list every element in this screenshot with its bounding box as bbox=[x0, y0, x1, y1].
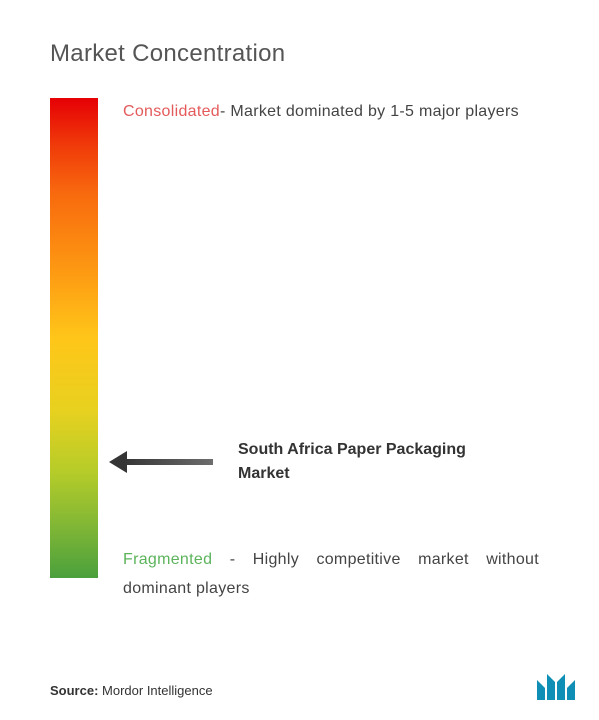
page-title: Market Concentration bbox=[50, 40, 549, 68]
fragmented-label: Fragmented - Highly competitive market w… bbox=[123, 546, 539, 604]
market-pointer: South Africa Paper Packaging Market bbox=[123, 438, 468, 486]
concentration-gradient-bar bbox=[50, 98, 98, 578]
source-attribution: Source: Mordor Intelligence bbox=[50, 683, 213, 698]
fragmented-keyword: Fragmented bbox=[123, 551, 212, 568]
pointer-label: South Africa Paper Packaging Market bbox=[238, 438, 468, 486]
arrow-left-icon bbox=[123, 459, 213, 465]
consolidated-label: Consolidated- Market dominated by 1-5 ma… bbox=[123, 98, 539, 127]
labels-container: Consolidated- Market dominated by 1-5 ma… bbox=[123, 98, 549, 638]
mordor-intelligence-logo-icon bbox=[535, 668, 579, 702]
consolidated-description: - Market dominated by 1-5 major players bbox=[220, 103, 519, 120]
chart-area: Consolidated- Market dominated by 1-5 ma… bbox=[50, 98, 549, 638]
consolidated-keyword: Consolidated bbox=[123, 103, 220, 120]
source-value: Mordor Intelligence bbox=[102, 683, 213, 698]
source-prefix: Source: bbox=[50, 683, 98, 698]
